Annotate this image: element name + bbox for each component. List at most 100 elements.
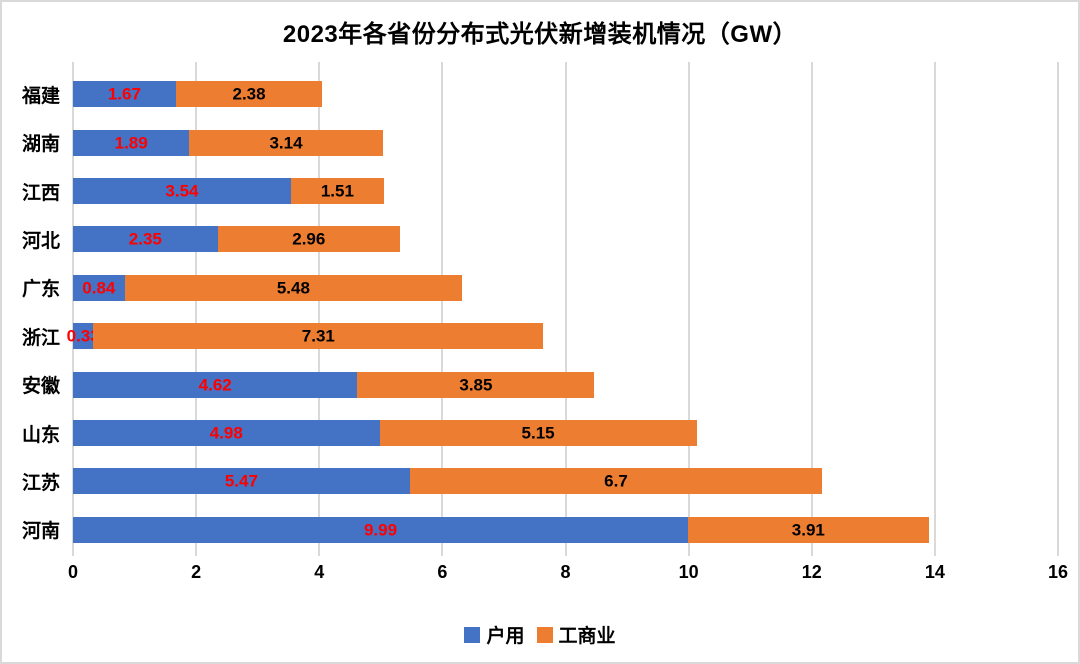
x-tick-label-14: 14 (924, 562, 945, 582)
legend: 户用 工商业 (0, 621, 1080, 648)
data-label-commercial: 5.48 (276, 278, 310, 298)
x-tick-label-12: 12 (801, 562, 822, 582)
x-tick-label-0: 0 (67, 562, 79, 582)
category-label: 江苏 (21, 472, 60, 494)
legend-label-commercial: 工商业 (558, 626, 616, 647)
plot-area: 福建 1.67 2.38 湖南 1.89 3.14 江西 3.54 1.51 河北 2.35 2.96… (22, 62, 1059, 556)
data-label-commercial: 1.51 (320, 181, 354, 201)
data-label-household: 5.47 (224, 471, 258, 491)
category-label: 山东 (21, 424, 60, 446)
category-label: 广东 (21, 279, 60, 301)
bar-row: 河北 2.35 2.96 (22, 215, 1058, 263)
bar-segment-household: 4.62 (73, 371, 358, 398)
data-label-household: 4.62 (198, 375, 232, 395)
gridline-x-16 (1057, 62, 1059, 556)
data-label-commercial: 7.31 (301, 326, 335, 346)
data-label-household: 2.35 (128, 229, 162, 249)
chart-title: 2023年各省份分布式光伏新增装机情况（GW） (282, 21, 798, 48)
bar-segment-commercial: 2.38 (175, 81, 323, 108)
x-axis: 0 2 4 6 8 10 12 14 16 (68, 562, 1068, 586)
bar-rows-container: 福建 1.67 2.38 湖南 1.89 3.14 江西 3.54 1.51 河北 2.35 2.96… (22, 70, 1058, 554)
bar-row: 江苏 5.47 6.7 (22, 457, 1058, 505)
bar-segment-commercial: 3.85 (357, 371, 595, 398)
data-label-household: 3.54 (165, 181, 199, 201)
gridline-x-10 (687, 62, 690, 556)
stacked-bar: 5.47 6.7 (73, 468, 1058, 495)
bar-segment-commercial: 2.96 (217, 226, 400, 253)
data-label-commercial: 3.91 (791, 520, 825, 540)
gridline-x-2 (195, 62, 198, 556)
category-label: 福建 (21, 85, 60, 107)
category-label: 河北 (21, 230, 60, 252)
bar-segment-household: 4.98 (73, 420, 380, 447)
data-label-household: 1.89 (114, 133, 148, 153)
legend-swatch-commercial (536, 626, 553, 643)
gridline-x-6 (441, 62, 444, 556)
x-tick-label-6: 6 (437, 562, 448, 582)
gridline-x-8 (564, 62, 567, 556)
data-label-household: 0.84 (82, 278, 116, 298)
bar-row: 安徽 4.62 3.85 (22, 360, 1058, 408)
legend-item-commercial: 工商业 (536, 621, 616, 648)
bar-segment-commercial: 6.7 (409, 468, 823, 495)
x-tick-label-10: 10 (678, 562, 699, 582)
bar-segment-household: 5.47 (73, 468, 410, 495)
stacked-bar: 2.35 2.96 (73, 226, 1058, 253)
x-tick-label-2: 2 (191, 562, 202, 582)
legend-swatch-household (464, 626, 481, 643)
x-tick-label-4: 4 (314, 562, 325, 582)
gridline-layer (72, 62, 1059, 556)
stacked-bar: 1.67 2.38 (73, 81, 1058, 108)
bar-segment-household: 0.33 (67, 323, 100, 350)
bar-row: 广东 0.84 5.48 (22, 264, 1058, 312)
bar-segment-commercial: 3.14 (189, 129, 383, 156)
category-label: 浙江 (21, 327, 60, 349)
bar-segment-household: 9.99 (73, 516, 688, 543)
bar-segment-commercial: 5.48 (124, 274, 463, 301)
category-label: 湖南 (21, 134, 60, 156)
stacked-bar: 3.54 1.51 (73, 178, 1058, 205)
bar-segment-household: 2.35 (73, 226, 218, 253)
bar-row: 湖南 1.89 3.14 (22, 118, 1058, 166)
category-label: 安徽 (21, 376, 60, 398)
bar-row: 浙江 0.33 7.31 (22, 312, 1058, 360)
stacked-bar: 0.33 7.31 (67, 323, 1058, 350)
data-label-commercial: 6.7 (604, 471, 628, 491)
bar-segment-household: 3.54 (73, 178, 291, 205)
gridline-x-0 (72, 62, 74, 556)
gridline-x-12 (810, 62, 813, 556)
data-label-commercial: 2.96 (292, 229, 326, 249)
data-label-commercial: 3.14 (269, 133, 303, 153)
data-label-commercial: 3.85 (459, 375, 493, 395)
bar-segment-household: 1.67 (73, 81, 176, 108)
bar-row: 河南 9.99 3.91 (22, 506, 1058, 554)
legend-label-household: 户用 (486, 626, 525, 647)
bar-segment-commercial: 7.31 (93, 323, 544, 350)
bar-row: 山东 4.98 5.15 (22, 409, 1058, 457)
bar-segment-household: 0.84 (73, 274, 125, 301)
bar-row: 福建 1.67 2.38 (22, 70, 1058, 118)
category-label: 江西 (21, 182, 60, 204)
data-label-household: 4.98 (209, 423, 243, 443)
x-tick-label-8: 8 (560, 562, 571, 582)
bar-segment-commercial: 5.15 (379, 420, 697, 447)
gridline-x-4 (318, 62, 321, 556)
bar-segment-household: 1.89 (73, 129, 190, 156)
stacked-bar: 1.89 3.14 (73, 129, 1058, 156)
stacked-bar: 4.62 3.85 (73, 371, 1058, 398)
data-label-household: 0.33 (66, 326, 100, 346)
bar-segment-commercial: 3.91 (688, 516, 929, 543)
stacked-bar: 9.99 3.91 (73, 516, 1058, 543)
gridline-x-14 (933, 62, 936, 556)
data-label-commercial: 2.38 (232, 84, 266, 104)
stacked-bar: 0.84 5.48 (73, 274, 1058, 301)
stacked-bar: 4.98 5.15 (73, 420, 1058, 447)
bar-row: 江西 3.54 1.51 (22, 167, 1058, 215)
x-tick-label-16: 16 (1047, 562, 1069, 582)
data-label-commercial: 5.15 (521, 423, 555, 443)
bar-segment-commercial: 1.51 (290, 178, 384, 205)
data-label-household: 9.99 (363, 520, 398, 540)
category-label: 河南 (21, 521, 60, 543)
data-label-household: 1.67 (107, 84, 141, 104)
legend-item-household: 户用 (464, 621, 525, 648)
